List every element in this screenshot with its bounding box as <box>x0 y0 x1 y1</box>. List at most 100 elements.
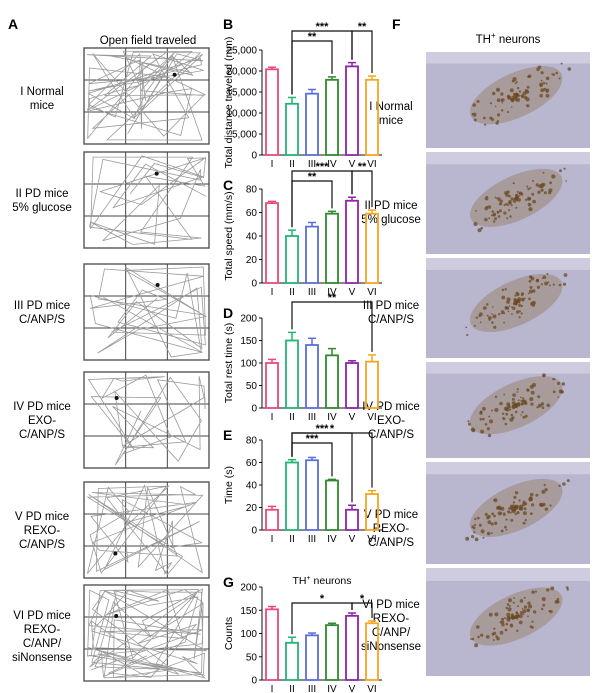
th-neuron <box>540 402 545 406</box>
th-neuron <box>492 639 495 641</box>
th-neuron <box>532 383 536 387</box>
th-neuron <box>487 520 492 525</box>
y-axis-label: Total rest time (s) <box>223 323 235 404</box>
th-neuron <box>518 303 521 307</box>
panel-a-label-line: VI PD mice <box>13 610 71 622</box>
th-neuron <box>520 396 522 399</box>
th-neuron <box>522 397 525 400</box>
y-tick-label: 20 <box>246 503 258 514</box>
y-tick-label: 50 <box>246 652 258 663</box>
th-neuron <box>565 586 569 589</box>
significance-label: *** <box>306 433 320 445</box>
significance-bracket <box>351 170 373 208</box>
th-neuron <box>523 507 527 511</box>
th-neuron <box>511 616 515 620</box>
y-tick-label: 25,000 <box>226 46 257 57</box>
open-field-box-ii <box>83 151 210 249</box>
th-neuron <box>521 411 524 414</box>
panel-f-title: TH+ neurons <box>476 31 541 46</box>
th-neuron <box>544 281 549 286</box>
x-tick-label: II <box>289 287 295 298</box>
open-field-box-vi <box>83 584 210 682</box>
panel-f-label-iii: III PD mice C/ANP/S <box>363 300 419 326</box>
x-tick-label: III <box>308 684 316 693</box>
y-tick-label: 0 <box>251 279 257 290</box>
x-tick-label: IV <box>327 159 337 170</box>
panel-a-label-line: mice <box>30 100 54 112</box>
th-neuron <box>512 501 516 504</box>
significance-label: ** <box>358 21 367 33</box>
x-tick-label: III <box>308 287 316 298</box>
th-neuron <box>531 503 535 507</box>
th-neuron <box>500 310 505 315</box>
y-tick-label: 10,000 <box>226 109 257 120</box>
th-neuron <box>528 197 532 201</box>
th-neuron <box>516 618 519 620</box>
th-neuron <box>542 81 546 85</box>
th-neuron <box>542 373 546 378</box>
x-tick-label: VI <box>367 287 376 298</box>
th-neuron <box>485 205 488 208</box>
significance-label: ** <box>308 171 317 183</box>
significance-bracket <box>351 602 373 618</box>
th-neuron <box>511 79 515 83</box>
th-neuron <box>494 395 498 398</box>
th-neuron <box>507 310 510 313</box>
th-neuron <box>540 88 544 93</box>
bar-ii <box>285 641 299 681</box>
th-neuron <box>506 300 510 304</box>
th-neuron <box>493 514 496 518</box>
bar-iii <box>305 634 319 681</box>
th-neuron <box>520 312 523 315</box>
th-neuron <box>496 113 501 117</box>
th-neuron <box>507 409 509 412</box>
th-neuron <box>500 529 504 533</box>
th-neuron <box>516 391 519 393</box>
th-neuron <box>516 298 520 301</box>
th-neuron <box>529 187 532 189</box>
th-neuron <box>506 402 511 407</box>
th-neuron <box>516 505 519 508</box>
panel-letter-a: A <box>8 16 18 32</box>
th-neuron <box>479 321 482 324</box>
th-neuron <box>546 403 550 408</box>
th-neuron <box>541 185 543 188</box>
x-tick-label: VI <box>367 534 376 545</box>
th-neuron <box>510 518 514 522</box>
th-neuron <box>510 106 513 108</box>
th-neuron <box>496 98 501 103</box>
x-tick-label: I <box>271 684 274 693</box>
th-neuron <box>508 507 511 510</box>
bar-ii <box>285 339 299 409</box>
th-neuron <box>545 93 550 98</box>
th-neuron <box>467 420 470 423</box>
th-neuron <box>499 209 502 213</box>
micrograph-ii <box>426 152 590 254</box>
th-neuron <box>516 97 521 102</box>
th-neuron <box>539 502 543 507</box>
th-neuron <box>516 93 520 97</box>
th-neuron <box>558 484 561 487</box>
th-neuron <box>508 209 511 212</box>
th-neuron <box>516 190 519 193</box>
th-neuron <box>542 275 547 280</box>
th-neuron <box>565 180 567 182</box>
th-neuron <box>493 498 498 503</box>
th-neuron <box>530 390 535 395</box>
x-tick-label: I <box>271 534 274 545</box>
th-neuron <box>526 185 529 188</box>
panel-a-label-line: C/ANP/S <box>19 429 65 441</box>
significance-bracket <box>291 301 373 352</box>
th-neuron <box>494 196 497 199</box>
significance-label: ** <box>308 31 317 43</box>
th-neuron <box>526 388 530 392</box>
y-tick-label: 15,000 <box>226 88 257 99</box>
tissue-edge <box>426 568 590 581</box>
x-tick-label: VI <box>367 159 376 170</box>
bar-ii <box>285 461 299 531</box>
th-neuron <box>494 407 499 413</box>
th-neuron <box>519 506 524 511</box>
bar-ii <box>285 102 299 156</box>
bar-vi <box>365 78 379 156</box>
